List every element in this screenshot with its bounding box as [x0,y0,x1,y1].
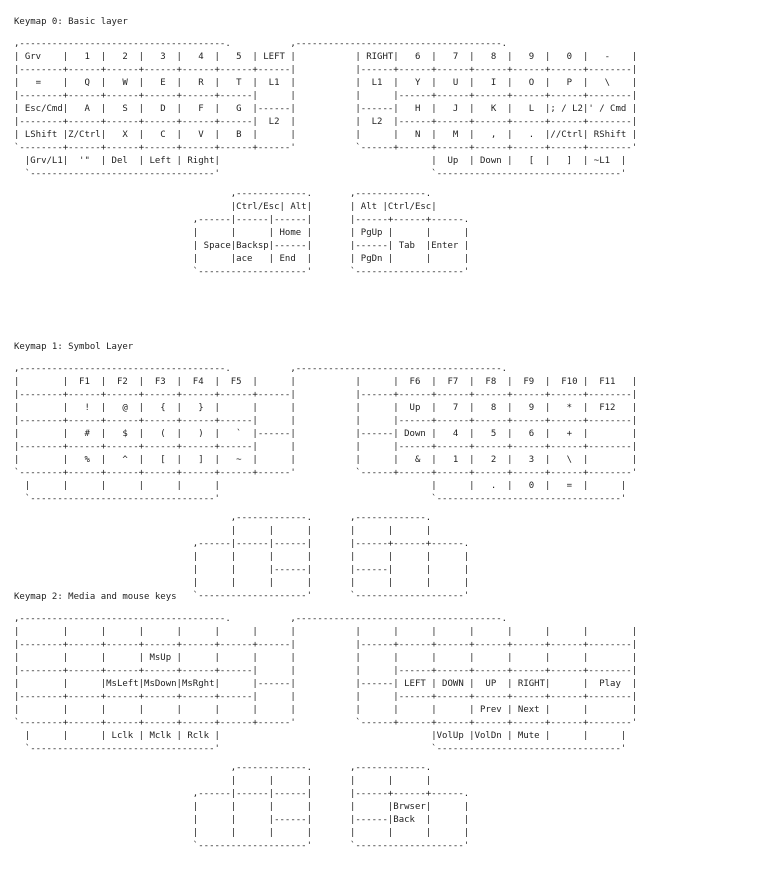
keymap-0-thumb-clusters: ,-------------. ,-------------. |Ctrl/Es… [192,189,470,277]
keymap-section-0: Keymap 0: Basic layer ,-----------------… [0,16,765,279]
keymap-1-title: Keymap 1: Symbol Layer [14,342,134,352]
keymap-2-main-matrix: ,--------------------------------------.… [14,614,638,754]
keymap-2-thumb-clusters: ,-------------. ,-------------. | | | | … [192,763,470,851]
keymap-0-title: Keymap 0: Basic layer [14,17,128,27]
keymap-section-2: Keymap 2: Media and mouse keys ,--------… [0,591,765,853]
keymap-1-thumb-clusters: ,-------------. ,-------------. | | | | … [192,513,470,601]
keymap-1-main-matrix: ,--------------------------------------.… [14,364,638,504]
keymap-section-1: Keymap 1: Symbol Layer ,----------------… [0,341,765,603]
keymap-0-main-matrix: ,--------------------------------------.… [14,39,638,179]
keymap-2-title: Keymap 2: Media and mouse keys [14,592,177,602]
